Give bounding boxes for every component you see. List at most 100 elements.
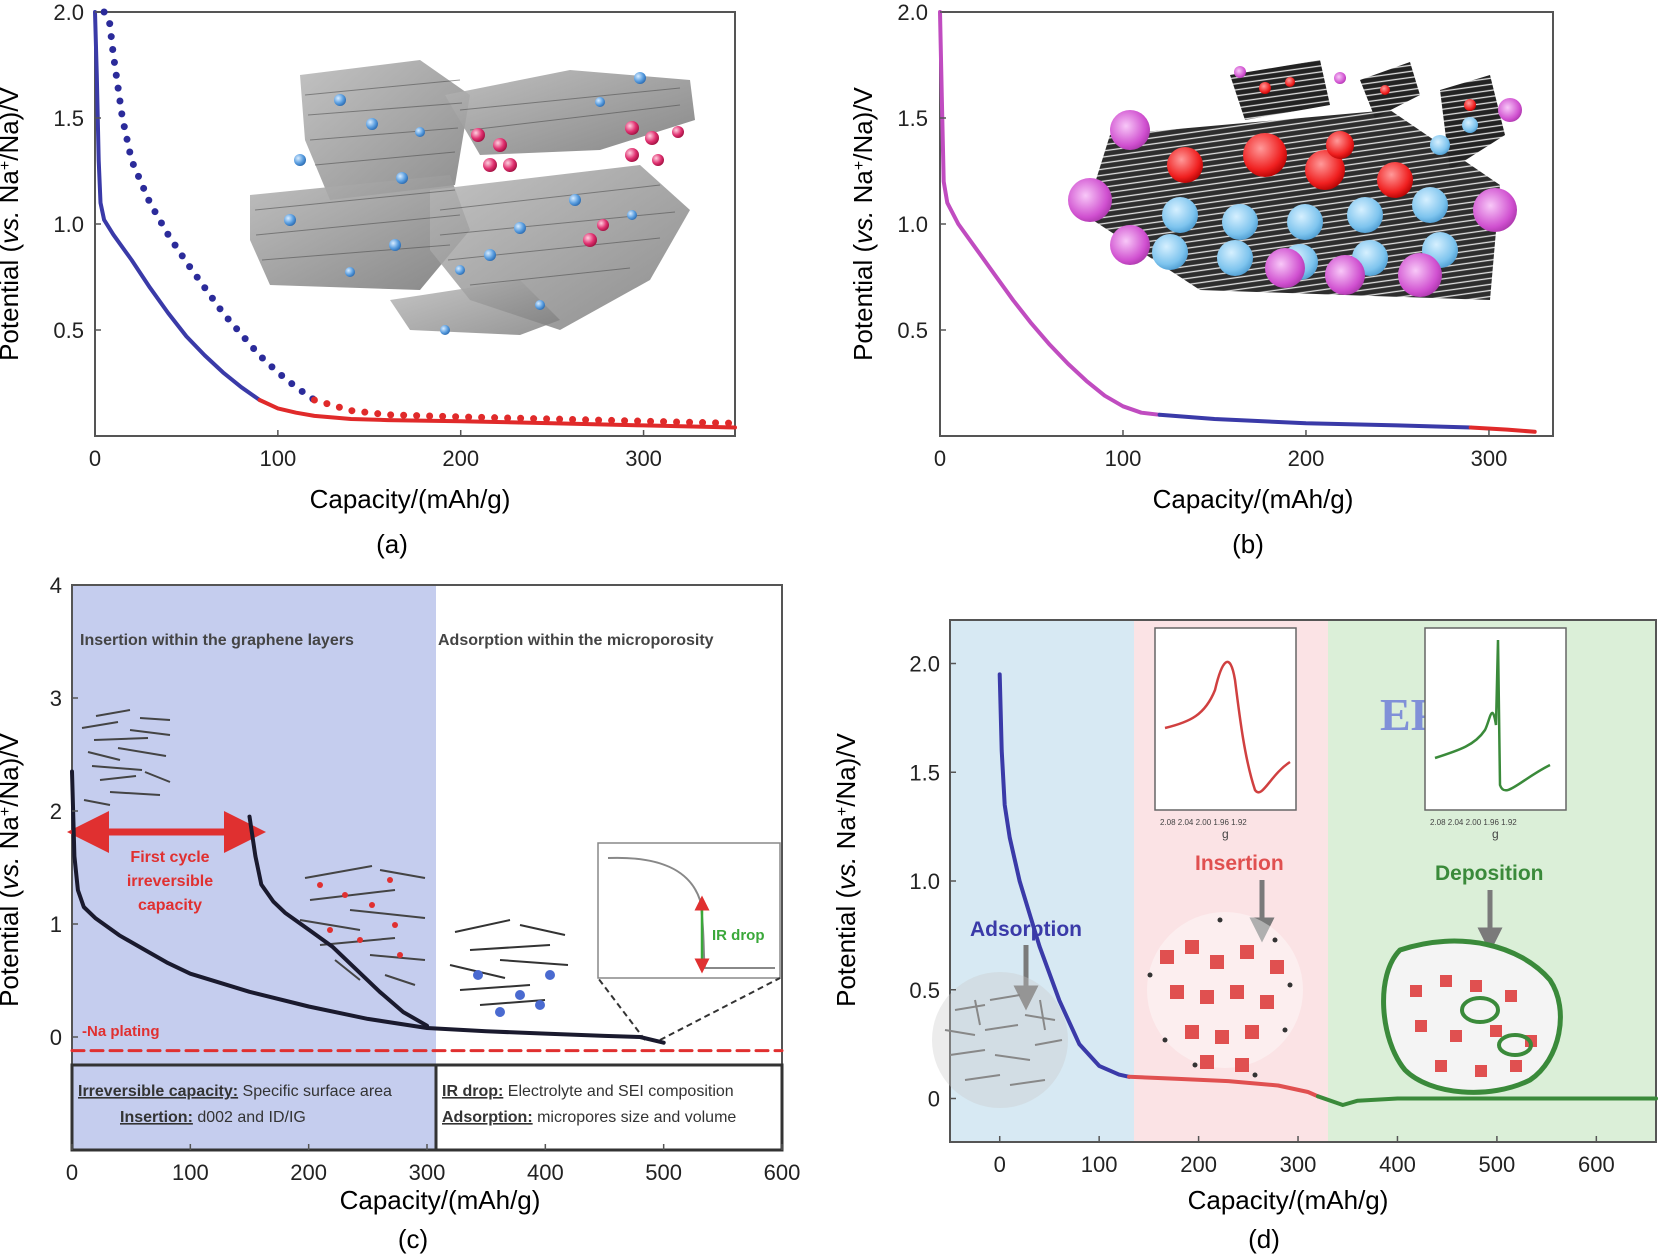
series-first-discharge bbox=[70, 769, 666, 1045]
x-tick-label: 300 bbox=[1280, 1152, 1317, 1177]
y-axis-label-b: Potential (vs. Na+/Na)/V bbox=[848, 86, 878, 360]
sodium-ions-c bbox=[317, 877, 403, 958]
chart-b-series bbox=[938, 10, 1537, 434]
epr-inset-deposition: 2.08 2.04 2.00 1.96 1.92 g bbox=[1424, 627, 1567, 841]
y-tick-label: 1.0 bbox=[53, 212, 84, 237]
adsorption-sketch bbox=[932, 972, 1068, 1108]
y-tick-label: 2.0 bbox=[909, 652, 940, 677]
first-cycle-label: First cycle irreversible capacity bbox=[127, 849, 213, 914]
deposition-sketch bbox=[1381, 938, 1563, 1095]
x-tick-label: 200 bbox=[442, 446, 479, 471]
label-adsorption: Adsorption bbox=[970, 918, 1082, 941]
x-tick-label: 600 bbox=[764, 1160, 801, 1185]
y-tick-label: 1.5 bbox=[897, 106, 928, 131]
disordered-carbon-sketch bbox=[81, 709, 171, 806]
series-end bbox=[1468, 425, 1537, 434]
chart-c-series bbox=[70, 769, 784, 1053]
y-tick-label: 0 bbox=[928, 1087, 940, 1112]
chart-a-axes: 0 100 200 300 0.5 1.0 1.5 2.0 bbox=[53, 0, 662, 471]
x-tick-label: 200 bbox=[290, 1160, 327, 1185]
chart-d-axes: 0 100 200 300 400 500 600 0 0.5 1.0 1.5 2.0 bbox=[909, 652, 1614, 1178]
label-deposition: Deposition bbox=[1435, 862, 1544, 885]
y-axis-label-a: Potential (vs. Na+/Na)/V bbox=[0, 86, 24, 360]
caption-d: (d) bbox=[1248, 1224, 1280, 1254]
y-tick-label: 1.5 bbox=[909, 760, 940, 785]
y-tick-label: 0.5 bbox=[897, 318, 928, 343]
x-tick-label: 300 bbox=[1471, 446, 1508, 471]
chart-d-series bbox=[997, 672, 1658, 1107]
series-slope bbox=[938, 10, 1162, 417]
series-charge-dotted bbox=[100, 8, 318, 404]
series-deposition bbox=[1315, 1094, 1658, 1107]
graphite-intercalation-illustration bbox=[1068, 60, 1522, 300]
x-tick-label: 500 bbox=[645, 1160, 682, 1185]
x-tick-label: 0 bbox=[66, 1160, 78, 1185]
x-tick-label: 0 bbox=[994, 1152, 1006, 1177]
caption-a: (a) bbox=[376, 529, 408, 559]
x-tick-label: 100 bbox=[172, 1160, 209, 1185]
box-adsorption: Adsorption: micropores size and volume bbox=[442, 1109, 736, 1126]
y-tick-label: 0.5 bbox=[53, 318, 84, 343]
microporous-sketch bbox=[449, 919, 569, 1006]
inset-g-label: g bbox=[1222, 827, 1229, 841]
x-tick-label: 0 bbox=[934, 446, 946, 471]
chart-a-series bbox=[93, 8, 739, 430]
y-tick-label: 1 bbox=[50, 912, 62, 937]
y-axis-label-c: Potential (vs. Na+/Na)/V bbox=[0, 732, 24, 1006]
x-tick-label: 500 bbox=[1479, 1152, 1516, 1177]
svg-text:2.08 2.04 2.00 1.96 1.92: 2.08 2.04 2.00 1.96 1.92 bbox=[1160, 818, 1247, 827]
svg-text:2.08 2.04 2.00 1.96 1.92: 2.08 2.04 2.00 1.96 1.92 bbox=[1430, 818, 1517, 827]
y-tick-label: 2 bbox=[50, 799, 62, 824]
x-tick-label: 300 bbox=[409, 1160, 446, 1185]
y-tick-label: 1.0 bbox=[909, 869, 940, 894]
x-axis-label-d: Capacity/(mAh/g) bbox=[1188, 1185, 1389, 1215]
box-irreversible-capacity: Irreversible capacity: Specific surface … bbox=[78, 1083, 392, 1100]
x-tick-label: 300 bbox=[625, 446, 662, 471]
y-axis-label-d: Potential (vs. Na+/Na)/V bbox=[831, 732, 861, 1006]
caption-c: (c) bbox=[398, 1224, 428, 1254]
epr-inset-insertion: 2.08 2.04 2.00 1.96 1.92 g bbox=[1154, 627, 1297, 841]
ir-drop-inset: IR drop bbox=[597, 842, 781, 979]
property-box: Irreversible capacity: Specific surface … bbox=[70, 1063, 784, 1152]
na-plating-label: -Na plating bbox=[82, 1023, 160, 1040]
y-tick-label: 0.5 bbox=[909, 978, 940, 1003]
x-tick-label: 400 bbox=[1379, 1152, 1416, 1177]
series-plateau bbox=[1157, 412, 1473, 430]
region-label-adsorption: Adsorption within the microporosity bbox=[438, 632, 714, 649]
x-tick-label: 200 bbox=[1288, 446, 1325, 471]
hard-carbon-illustration bbox=[250, 60, 695, 335]
series-insertion bbox=[1127, 1074, 1320, 1099]
x-axis-label-c: Capacity/(mAh/g) bbox=[340, 1185, 541, 1215]
series-discharge-plateau bbox=[257, 398, 737, 430]
x-axis-label-a: Capacity/(mAh/g) bbox=[310, 484, 511, 514]
box-insertion: Insertion: d002 and ID/IG bbox=[120, 1109, 306, 1126]
label-insertion: Insertion bbox=[1195, 852, 1284, 875]
region-label-insertion: Insertion within the graphene layers bbox=[80, 632, 354, 649]
y-tick-label: 1.0 bbox=[897, 212, 928, 237]
ir-drop-label: IR drop bbox=[712, 927, 765, 944]
x-tick-label: 100 bbox=[1081, 1152, 1118, 1177]
series-adsorption bbox=[997, 672, 1131, 1079]
sodium-inserted-sketch bbox=[299, 865, 426, 986]
sodium-clusters-c bbox=[473, 970, 555, 1017]
series-charge-dotted-plateau bbox=[310, 396, 739, 427]
x-axis-label-b: Capacity/(mAh/g) bbox=[1153, 484, 1354, 514]
y-tick-label: 3 bbox=[50, 686, 62, 711]
y-tick-label: 0 bbox=[50, 1025, 62, 1050]
x-tick-label: 100 bbox=[259, 446, 296, 471]
y-tick-label: 4 bbox=[50, 573, 62, 598]
caption-b: (b) bbox=[1232, 529, 1264, 559]
x-tick-label: 400 bbox=[527, 1160, 564, 1185]
panel-c: Insertion within the graphene layers Ads… bbox=[0, 573, 800, 1254]
region-adsorption bbox=[436, 585, 782, 1065]
x-tick-label: 600 bbox=[1578, 1152, 1615, 1177]
x-tick-label: 200 bbox=[1180, 1152, 1217, 1177]
y-tick-label: 1.5 bbox=[53, 106, 84, 131]
inset-g-label-2: g bbox=[1492, 827, 1499, 841]
x-tick-label: 100 bbox=[1105, 446, 1142, 471]
y-tick-label: 2.0 bbox=[53, 0, 84, 25]
y-tick-label: 2.0 bbox=[897, 0, 928, 25]
x-tick-label: 0 bbox=[89, 446, 101, 471]
